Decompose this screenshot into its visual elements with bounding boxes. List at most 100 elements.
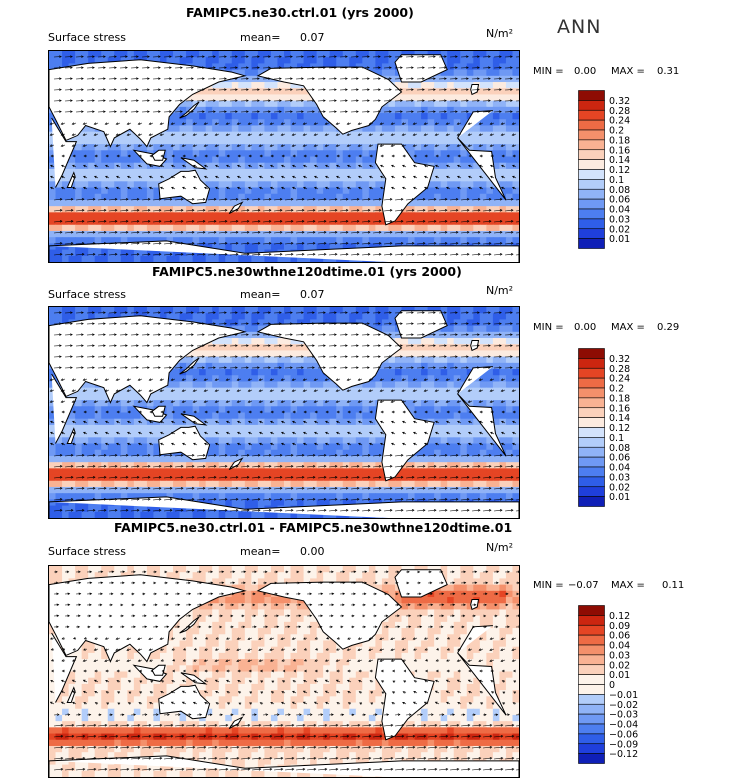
colorbar-tick-label: 0.24 bbox=[609, 116, 630, 127]
colorbar-box bbox=[578, 228, 605, 239]
colorbar-tick-label: 0.01 bbox=[609, 234, 630, 245]
colorbar-box bbox=[578, 149, 605, 160]
colorbar-box bbox=[578, 159, 605, 170]
continent-namerica bbox=[256, 581, 403, 650]
map-svg bbox=[49, 566, 519, 777]
units-label: N/m² bbox=[486, 27, 514, 40]
colorbar-tick-label: 0.04 bbox=[609, 205, 630, 216]
min-value: 0.00 bbox=[574, 322, 597, 333]
mean-value: 0.07 bbox=[300, 31, 325, 44]
continent-antarctica bbox=[49, 755, 519, 777]
stress-vectors bbox=[49, 570, 519, 771]
colorbar-box bbox=[578, 377, 605, 389]
colorbar-tick-label: 0.28 bbox=[609, 364, 630, 375]
continent-borneo bbox=[151, 405, 166, 417]
colorbar-box bbox=[578, 100, 605, 111]
mean-label: mean= bbox=[240, 31, 281, 44]
colorbar-tick-label: 0.12 bbox=[609, 423, 630, 434]
colorbar-box bbox=[578, 733, 605, 745]
max-label: MAX = bbox=[611, 66, 645, 77]
continent-antarctica bbox=[49, 240, 519, 262]
colorbar-tick-label: −0.01 bbox=[609, 690, 638, 701]
colorbar-box bbox=[578, 348, 605, 359]
map-plot bbox=[48, 306, 520, 519]
coastlines bbox=[49, 569, 519, 777]
colorbar-box bbox=[578, 218, 605, 230]
map-plot bbox=[48, 565, 520, 778]
stress-vectors bbox=[49, 55, 519, 256]
colorbar-tick-label: 0.09 bbox=[609, 621, 630, 632]
continent-eurasia bbox=[49, 315, 247, 404]
colorbar-tick-label: −0.02 bbox=[609, 700, 638, 711]
colorbar-box bbox=[578, 417, 605, 428]
colorbar-box bbox=[578, 238, 605, 249]
colorbar-box bbox=[578, 624, 605, 636]
continent-antarctica bbox=[49, 496, 519, 518]
colorbar: 0.32 0.28 0.24 0.2 0.18 0.16 0.14 0.12 0.1 0.08 0.… bbox=[578, 90, 668, 252]
colorbar-tick-label: 0.16 bbox=[609, 145, 630, 156]
colorbar-box bbox=[578, 446, 605, 458]
panel-title: FAMIPC5.ne30.ctrl.01 (yrs 2000) bbox=[186, 5, 414, 20]
colorbar-tick-label: −0.12 bbox=[609, 749, 638, 760]
colorbar-box bbox=[578, 208, 605, 220]
colorbar-tick-label: 0.02 bbox=[609, 660, 630, 671]
mean-value: 0.07 bbox=[300, 288, 325, 301]
colorbar-box bbox=[578, 179, 605, 190]
continent-ng bbox=[180, 672, 208, 685]
min-label: MIN = bbox=[533, 322, 564, 333]
colorbar-tick-label: 0.06 bbox=[609, 195, 630, 206]
colorbar-tick-label: 0.06 bbox=[609, 631, 630, 642]
colorbar-box bbox=[578, 109, 605, 121]
max-value: 0.31 bbox=[657, 66, 680, 77]
colorbar-box bbox=[578, 358, 605, 369]
continent-uk bbox=[470, 340, 480, 352]
colorbar-box bbox=[578, 407, 605, 418]
colorbar-tick-label: 0.01 bbox=[609, 492, 630, 503]
colorbar-tick-label: 0.02 bbox=[609, 224, 630, 235]
continent-namerica bbox=[256, 322, 403, 391]
mean-label: mean= bbox=[240, 545, 281, 558]
colorbar-tick-label: 0.04 bbox=[609, 641, 630, 652]
colorbar-tick-label: 0.18 bbox=[609, 393, 630, 404]
colorbar-tick-label: 0.2 bbox=[609, 126, 624, 137]
colorbar-box bbox=[578, 703, 605, 715]
continent-japan bbox=[179, 101, 200, 119]
continent-eurasia bbox=[49, 59, 247, 148]
colorbar-tick-label: 0.01 bbox=[609, 670, 630, 681]
continent-japan bbox=[179, 616, 200, 634]
season-label: ANN bbox=[557, 16, 602, 38]
colorbar-box bbox=[578, 634, 605, 646]
continent-namerica bbox=[256, 66, 403, 135]
colorbar-box bbox=[578, 644, 605, 656]
colorbar-svg: 0.320.280.240.20.180.160.140.120.10.080.… bbox=[578, 348, 630, 507]
colorbar-tick-label: 0.2 bbox=[609, 384, 624, 395]
min-label: MIN = bbox=[533, 580, 564, 591]
colorbar-box bbox=[578, 723, 605, 735]
colorbar-box bbox=[578, 437, 605, 448]
panel-title: FAMIPC5.ne30.ctrl.01 - FAMIPC5.ne30wthne… bbox=[114, 520, 513, 535]
map-plot bbox=[48, 50, 520, 263]
colorbar-box bbox=[578, 674, 605, 685]
variable-label: Surface stress bbox=[48, 288, 126, 301]
continent-indonesia bbox=[132, 149, 168, 167]
colorbar-tick-label: 0.32 bbox=[609, 96, 630, 107]
colorbar-tick-label: 0.04 bbox=[609, 463, 630, 474]
colorbar-tick-label: −0.09 bbox=[609, 739, 638, 750]
colorbar-box bbox=[578, 694, 605, 705]
continent-greenland bbox=[394, 310, 448, 339]
colorbar-box bbox=[578, 198, 605, 210]
colorbar-box bbox=[578, 188, 605, 200]
continent-ng bbox=[180, 157, 208, 170]
colorbar-tick-label: −0.03 bbox=[609, 710, 638, 721]
colorbar-box bbox=[578, 397, 605, 409]
mean-value: 0.00 bbox=[300, 545, 325, 558]
colorbar: 0.32 0.28 0.24 0.2 0.18 0.16 0.14 0.12 0.1 0.08 0.… bbox=[578, 348, 668, 510]
colorbar-tick-label: 0.02 bbox=[609, 482, 630, 493]
colorbar-tick-label: 0.08 bbox=[609, 185, 630, 196]
min-label: MIN = bbox=[533, 66, 564, 77]
colorbar-box bbox=[578, 90, 605, 101]
colorbar-tick-label: 0.1 bbox=[609, 175, 624, 186]
colorbar-tick-label: 0.16 bbox=[609, 403, 630, 414]
colorbar-box bbox=[578, 743, 605, 754]
colorbar-box bbox=[578, 654, 605, 666]
